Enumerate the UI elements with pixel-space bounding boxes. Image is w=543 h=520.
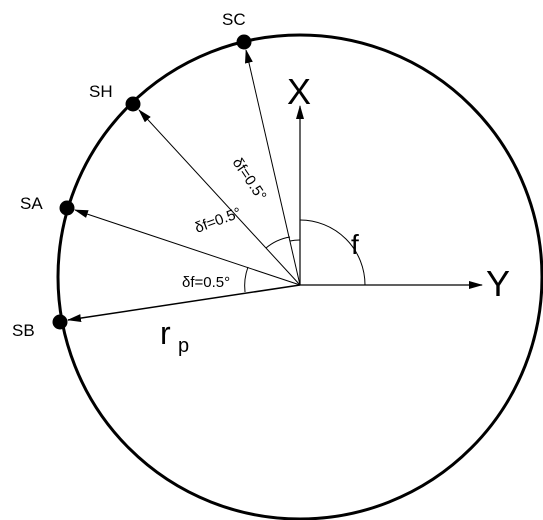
arrow-sb <box>67 284 301 323</box>
orbit-circle <box>56 33 543 520</box>
point-label: SA <box>20 194 43 213</box>
point-label: SH <box>89 82 113 101</box>
step-label: δf=0.5° <box>193 204 244 236</box>
point-label: SC <box>222 10 246 29</box>
point <box>59 200 75 216</box>
step-label: δf=0.5° <box>229 155 270 204</box>
point-label: SB <box>12 321 35 340</box>
axis-label: Y <box>486 263 510 304</box>
step-label: δf=0.5° <box>182 274 230 291</box>
arrow-sc <box>245 49 301 286</box>
radius-label: r <box>160 315 171 351</box>
arc-f <box>299 219 366 286</box>
arrow-sa <box>74 209 301 286</box>
arc-step <box>265 236 291 249</box>
axis-label: X <box>287 71 311 112</box>
point <box>52 314 68 330</box>
point <box>125 96 141 112</box>
angle-label: f <box>351 229 359 260</box>
arc-step <box>289 239 301 242</box>
point <box>236 34 252 50</box>
radius-subscript: p <box>178 335 189 357</box>
arrow-sh <box>138 109 301 286</box>
arc-step <box>244 266 249 293</box>
